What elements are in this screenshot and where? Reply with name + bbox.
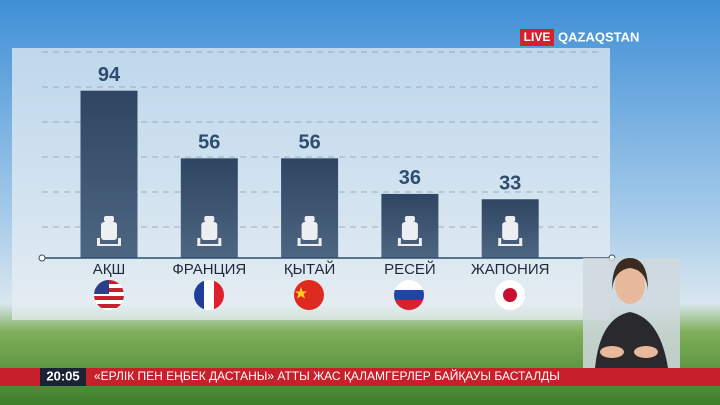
ticker: 20:05 «ЕРЛІК ПЕН ЕҢБЕК ДАСТАНЫ» АТТЫ ЖАС… — [0, 368, 720, 386]
live-text: LIVE — [524, 30, 551, 44]
flags — [94, 280, 525, 310]
x-tick-label: ЖАПОНИЯ — [471, 261, 550, 278]
reactor-icon-part — [502, 222, 519, 240]
reactor-icon-part — [297, 244, 322, 246]
bar — [180, 158, 238, 258]
reactor-icon-part — [418, 238, 422, 246]
reactor-icon — [498, 216, 523, 246]
chart: 94 АҚШ 56 ФРАНЦИЯ 56 ҚЫТАЙ 36 РЕСЕЙ 33 ЖАПОНИЯ — [80, 64, 550, 278]
reactor-icon-part — [498, 244, 523, 246]
reactor-icon-part — [97, 238, 100, 246]
reactor-icon-part — [197, 244, 222, 246]
data-label: 56 — [198, 132, 220, 154]
data-label: 94 — [98, 64, 121, 86]
x-tick-label: РЕСЕЙ — [384, 260, 436, 278]
reactor-icon-part — [297, 238, 301, 246]
reactor-icon-part — [104, 216, 114, 222]
data-label: 56 — [298, 132, 320, 154]
data-label: 36 — [399, 167, 421, 189]
reactor-icon-part — [204, 216, 215, 222]
baseline-end — [38, 254, 46, 262]
reactor-icon-part — [118, 238, 121, 246]
reactor-icon-part — [101, 222, 117, 240]
reactor-icon-part — [197, 238, 201, 246]
reactor-icon-part — [397, 238, 401, 246]
reactor-icon — [297, 216, 322, 246]
data-label: 33 — [499, 173, 521, 195]
x-tick-label: ҚЫТАЙ — [284, 260, 335, 278]
reactor-icon-part — [218, 238, 222, 246]
ticker-time: 20:05 — [46, 368, 79, 383]
reactor-icon-part — [505, 216, 516, 222]
x-tick-label: ФРАНЦИЯ — [172, 261, 246, 278]
reactor-icon-part — [301, 222, 318, 240]
channel-name: QAZAQSTAN — [558, 29, 639, 44]
logo: LIVE QAZAQSTAN — [520, 29, 639, 46]
reactor-icon-part — [201, 222, 218, 240]
reactor-icon-part — [304, 216, 315, 222]
reactor-icon-part — [519, 238, 523, 246]
reactor-icon-part — [498, 238, 502, 246]
reactor-icon-part — [318, 238, 322, 246]
reactor-icon-part — [401, 222, 418, 240]
live-badge — [520, 29, 554, 46]
reactor-icon — [397, 216, 422, 246]
reactor-icon — [197, 216, 222, 246]
reactor-icon-part — [97, 244, 121, 246]
x-tick-label: АҚШ — [93, 261, 126, 278]
interpreter — [583, 258, 680, 368]
reactor-icon-part — [397, 244, 422, 246]
bar — [281, 158, 339, 258]
ticker-text: «ЕРЛІК ПЕН ЕҢБЕК ДАСТАНЫ» АТТЫ ЖАС ҚАЛАМ… — [94, 368, 560, 383]
reactor-icon-part — [404, 216, 415, 222]
reactor-icon — [97, 216, 121, 246]
